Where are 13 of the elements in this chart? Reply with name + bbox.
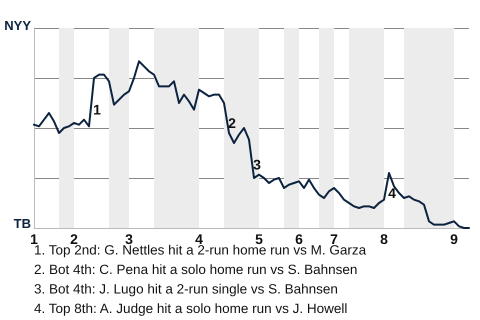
- x-tick-label: 9: [450, 231, 458, 247]
- text: NYY: [4, 18, 32, 33]
- text: TB: [14, 216, 32, 231]
- x-tick-label: 5: [255, 231, 264, 247]
- x-tick-label: 6: [295, 231, 304, 247]
- text: 2. Bot 4th: C. Pena hit a solo home run vs S. Bahnsen: [34, 262, 358, 277]
- text: 3. Bot 4th: J. Lugo hit a 2-run single vs S. Bahnsen: [34, 282, 338, 296]
- annotation: 1: [93, 102, 102, 118]
- annotation: 4: [388, 185, 396, 201]
- annotation: 3: [253, 156, 262, 173]
- annotation: 2: [228, 115, 236, 131]
- text: 4. Top 8th: A. Judge hit a solo home run vs J. Howell: [34, 301, 348, 316]
- x-tick-label: 8: [380, 231, 388, 247]
